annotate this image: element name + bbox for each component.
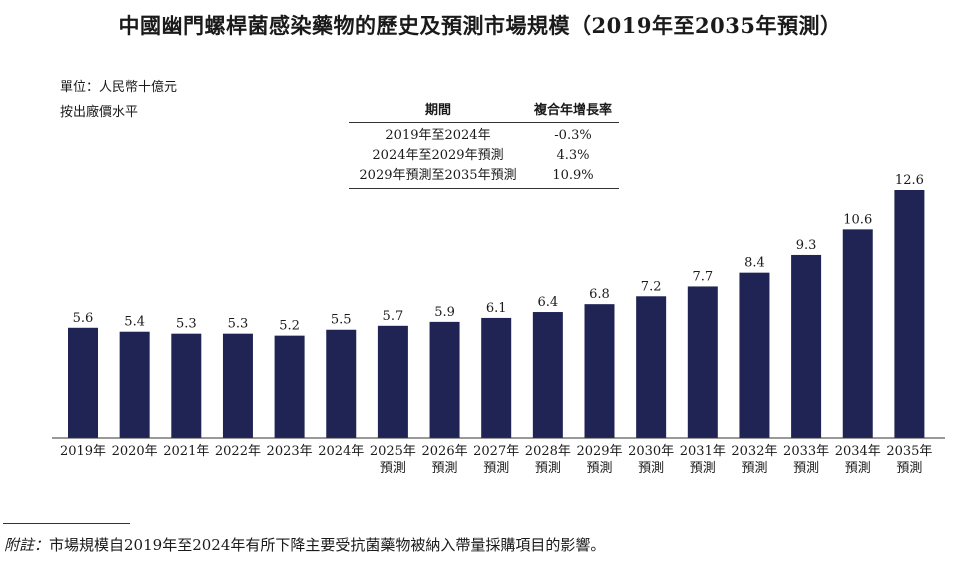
x-tick-label: 2035年	[886, 444, 932, 459]
bar-5	[326, 329, 357, 438]
x-tick-sublabel: 預測	[845, 461, 871, 476]
footnote: 附註：市場規模自2019年至2024年有所下降主要受抗菌藥物被納入帶量採購項目的…	[4, 534, 605, 555]
cagr-period: 2029年預測至2035年預測	[359, 168, 517, 183]
bar-value-label: 5.9	[434, 305, 455, 320]
x-tick-sublabel: 預測	[690, 461, 716, 476]
x-tick-sublabel: 預測	[380, 461, 406, 476]
bar-6	[377, 325, 408, 438]
bar-16	[894, 190, 925, 438]
bar-8	[481, 317, 512, 438]
x-tick-label: 2030年	[628, 444, 674, 459]
cagr-header-period: 期間	[424, 103, 451, 118]
x-tick-label: 2026年	[422, 444, 468, 459]
bar-value-label: 5.6	[73, 311, 94, 326]
x-tick-label: 2019年	[60, 444, 106, 459]
x-tick-label: 2024年	[318, 444, 364, 459]
bar-12	[687, 286, 718, 438]
bar-value-label: 6.1	[486, 301, 507, 316]
x-tick-sublabel: 預測	[896, 461, 922, 476]
bar-value-label: 5.2	[279, 319, 300, 334]
bar-0	[68, 327, 98, 438]
bar-value-label: 6.4	[538, 295, 559, 310]
x-tick-sublabel: 預測	[638, 461, 664, 476]
bar-2	[171, 333, 202, 438]
cagr-row: 2029年預測至2035年預測 10.9%	[349, 166, 619, 186]
cagr-rate: 4.3%	[556, 148, 590, 163]
footnote-text: 市場規模自2019年至2024年有所下降主要受抗菌藥物被納入帶量採購項目的影響。	[49, 536, 606, 554]
cagr-rate: -0.3%	[554, 128, 592, 143]
x-tick-label: 2021年	[163, 444, 209, 459]
bar-15	[842, 229, 873, 438]
x-tick-label: 2033年	[783, 444, 829, 459]
bar-value-label: 5.4	[124, 315, 145, 330]
x-tick-label: 2029年	[576, 444, 622, 459]
x-tick-label: 2027年	[473, 444, 519, 459]
bar-value-label: 5.3	[228, 317, 249, 332]
x-tick-label: 2023年	[267, 444, 313, 459]
x-tick-sublabel: 預測	[586, 461, 612, 476]
cagr-header-rate: 複合年增長率	[533, 103, 612, 118]
chart-title: 中國幽門螺桿菌感染藥物的歷史及預測市場規模（2019年至2035年預測）	[118, 13, 842, 38]
x-tick-label: 2032年	[731, 444, 777, 459]
bar-10	[584, 304, 615, 438]
x-tick-sublabel: 預測	[793, 461, 819, 476]
unit-label: 單位：人民幣十億元	[60, 80, 178, 95]
x-tick-label: 2034年	[835, 444, 881, 459]
bar-14	[791, 254, 822, 438]
footnote-label: 附註：	[4, 536, 50, 554]
bar-value-label: 9.3	[796, 238, 817, 253]
x-tick-sublabel: 預測	[741, 461, 767, 476]
cagr-table: 期間 複合年增長率 2019年至2024年 -0.3% 2024年至2029年預…	[349, 99, 619, 189]
x-tick-label: 2022年	[215, 444, 261, 459]
x-tick-sublabel: 預測	[432, 461, 458, 476]
x-tick-label: 2025年	[370, 444, 416, 459]
bar-value-label: 7.2	[641, 279, 662, 294]
bar-13	[739, 272, 770, 438]
bar-9	[532, 312, 563, 438]
bar-4	[274, 335, 305, 438]
cagr-row: 2019年至2024年 -0.3%	[349, 126, 619, 146]
bar-chart: 5.6 2019年 5.4 2020年 5.3 2021年 5.3 2022年 5.2 2023年…	[52, 173, 945, 476]
bar-value-label: 10.6	[843, 212, 872, 227]
bar-11	[636, 296, 667, 438]
bar-value-label: 5.5	[331, 313, 352, 328]
x-tick-label: 2020年	[112, 444, 158, 459]
bar-7	[429, 321, 460, 438]
bar-value-label: 5.3	[176, 317, 197, 332]
x-tick-label: 2028年	[525, 444, 571, 459]
x-tick-sublabel: 預測	[535, 461, 561, 476]
bar-value-label: 12.6	[895, 173, 924, 188]
bar-3	[222, 333, 253, 438]
x-tick-sublabel: 預測	[483, 461, 509, 476]
bar-value-label: 5.7	[383, 309, 404, 324]
bar-value-label: 8.4	[744, 256, 765, 271]
price-basis-label: 按出廠價水平	[60, 105, 139, 120]
cagr-period: 2024年至2029年預測	[372, 148, 504, 163]
cagr-table-header: 期間 複合年增長率	[349, 99, 619, 123]
cagr-rate: 10.9%	[552, 168, 594, 183]
cagr-period: 2019年至2024年	[385, 128, 491, 143]
cagr-row: 2024年至2029年預測 4.3%	[349, 146, 619, 166]
x-tick-label: 2031年	[680, 444, 726, 459]
footnote-divider	[3, 523, 130, 524]
bar-value-label: 7.7	[692, 269, 713, 284]
cagr-table-bottom-rule	[349, 188, 619, 189]
bar-value-label: 6.8	[589, 287, 610, 302]
bar-1	[119, 331, 150, 438]
